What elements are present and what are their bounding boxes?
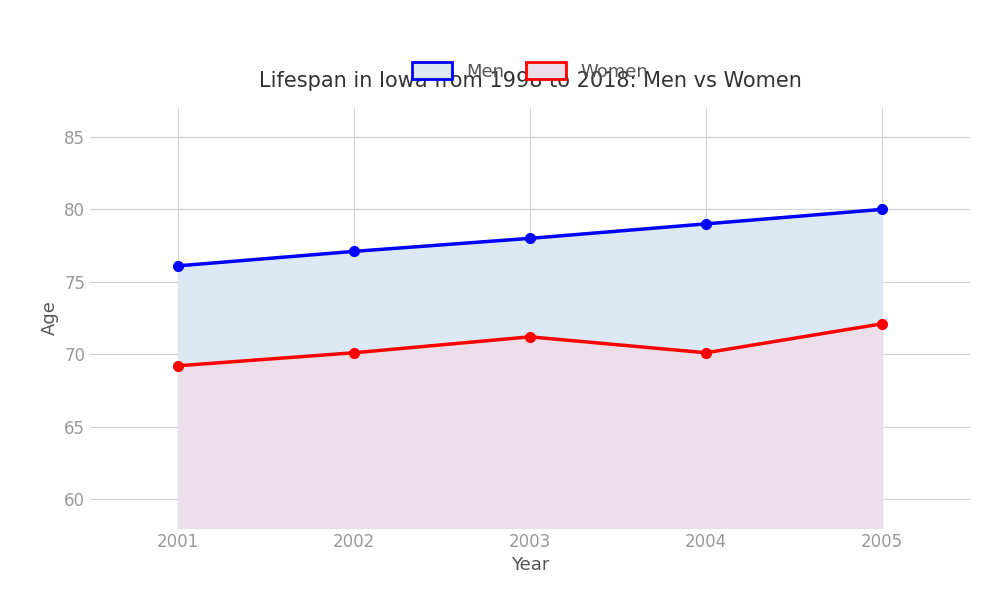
Legend: Men, Women: Men, Women: [412, 62, 648, 80]
Y-axis label: Age: Age: [41, 301, 59, 335]
Title: Lifespan in Iowa from 1998 to 2018: Men vs Women: Lifespan in Iowa from 1998 to 2018: Men …: [259, 71, 801, 91]
X-axis label: Year: Year: [511, 556, 549, 574]
